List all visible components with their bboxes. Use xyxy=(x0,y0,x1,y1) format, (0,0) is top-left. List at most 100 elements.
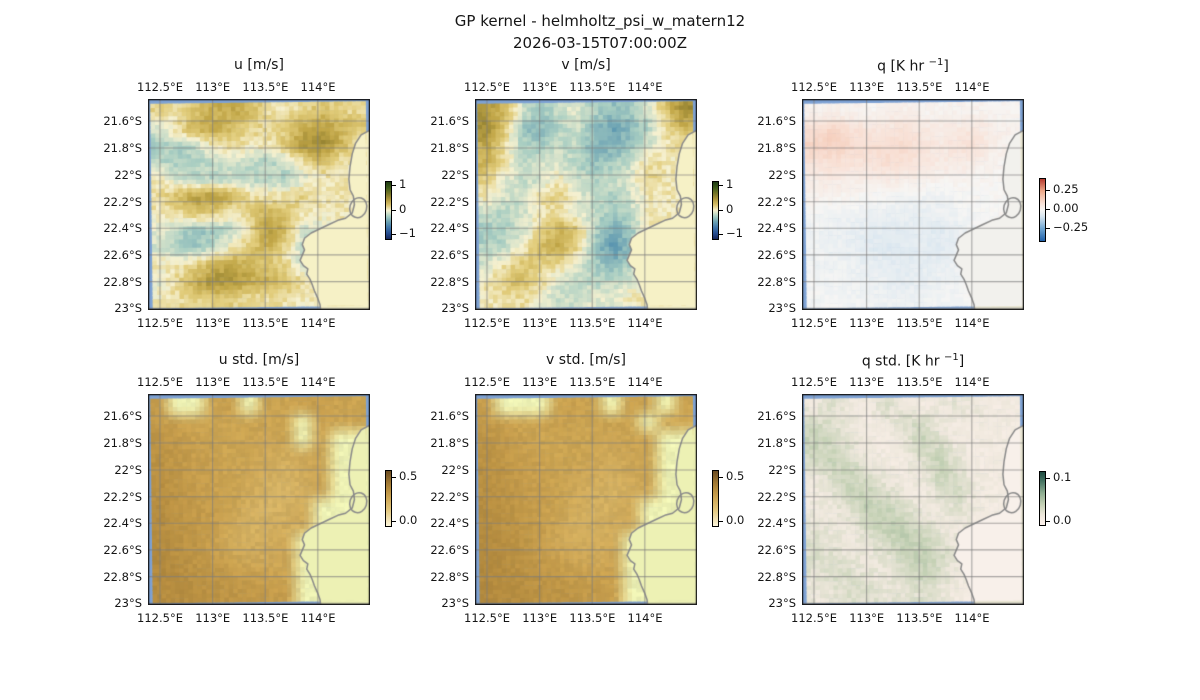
map-canvas-q_std xyxy=(802,394,1024,605)
colorbar-q-tick xyxy=(1046,190,1050,191)
colorbar-q_std-tick-label: 0.1 xyxy=(1053,470,1072,484)
lon-tick-label: 113°E xyxy=(195,80,231,94)
lon-tick-label: 112.5°E xyxy=(464,80,510,94)
lat-tick-label: 22.6°S xyxy=(103,247,142,262)
colorbar-u xyxy=(385,181,392,240)
lat-tick-label: 22.4°S xyxy=(430,221,469,236)
lon-tick-label: 114°E xyxy=(627,375,663,389)
map-canvas-u xyxy=(148,99,370,310)
lat-tick-label: 22.6°S xyxy=(430,542,469,557)
lon-tick-label: 113.5°E xyxy=(569,375,616,389)
colorbar-q_std-tick-label: 0.0 xyxy=(1053,513,1072,527)
lon-tick-label: 114°E xyxy=(627,80,663,94)
lat-tick-label: 22.4°S xyxy=(430,516,469,531)
lon-tick-label: 113°E xyxy=(522,375,558,389)
lon-tick-label: 112.5°E xyxy=(137,375,183,389)
lon-tick-label: 112.5°E xyxy=(464,316,510,330)
lon-tick-label: 113°E xyxy=(195,611,231,625)
lon-tick-label: 114°E xyxy=(300,375,336,389)
colorbar-u_std-tick-label: 0.0 xyxy=(399,513,418,527)
lon-tick-label: 114°E xyxy=(954,375,990,389)
colorbar-u-tick-label: 1 xyxy=(399,177,407,191)
lon-tick-label: 113°E xyxy=(522,611,558,625)
lat-tick-label: 22.2°S xyxy=(103,194,142,209)
lat-tick-label: 22.6°S xyxy=(103,542,142,557)
panel-title-q-superscript: −1 xyxy=(928,57,944,68)
panel-title-q-text: q [K hr xyxy=(877,58,929,75)
lon-tick-label: 112.5°E xyxy=(137,80,183,94)
panel-title-v: v [m/s] xyxy=(475,57,697,75)
lat-tick-label: 22.2°S xyxy=(103,489,142,504)
lat-tick-label: 22.2°S xyxy=(430,194,469,209)
lon-tick-label: 113°E xyxy=(849,80,885,94)
lon-tick-label: 114°E xyxy=(954,611,990,625)
lat-tick-label: 22°S xyxy=(441,463,469,477)
colorbar-u-tick-label: 0 xyxy=(399,202,407,216)
colorbar-v_std-tick xyxy=(719,477,723,478)
lat-tick-label: 22.2°S xyxy=(430,489,469,504)
panel-title-u-text: u [m/s] xyxy=(234,57,284,73)
lat-tick-label: 22.8°S xyxy=(103,569,142,584)
lat-tick-label: 23°S xyxy=(114,301,142,316)
lon-tick-label: 114°E xyxy=(627,611,663,625)
lon-tick-label: 114°E xyxy=(300,316,336,330)
lon-tick-label: 113°E xyxy=(522,80,558,94)
colorbar-q_std xyxy=(1039,471,1046,526)
colorbar-v-tick-label: −1 xyxy=(726,226,743,240)
lat-tick-label: 22.2°S xyxy=(757,194,796,209)
colorbar-q-tick-label: 0.25 xyxy=(1053,182,1079,196)
colorbar-u-tick xyxy=(392,234,396,235)
lat-tick-label: 22.4°S xyxy=(103,516,142,531)
colorbar-q_std-tick xyxy=(1046,521,1050,522)
lon-tick-label: 112.5°E xyxy=(791,375,837,389)
colorbar-v_std-tick-label: 0.0 xyxy=(726,513,745,527)
figure-suptitle: GP kernel - helmholtz_psi_w_matern12 202… xyxy=(0,10,1200,54)
lon-tick-label: 113.5°E xyxy=(569,316,616,330)
lat-tick-label: 21.6°S xyxy=(757,409,796,423)
lon-tick-label: 114°E xyxy=(627,316,663,330)
lat-tick-label: 23°S xyxy=(114,596,142,611)
lat-tick-label: 22.6°S xyxy=(757,542,796,557)
lat-tick-label: 21.6°S xyxy=(757,114,796,128)
map-canvas-v xyxy=(475,99,697,310)
lat-tick-label: 21.8°S xyxy=(430,436,469,450)
lat-tick-label: 21.8°S xyxy=(757,436,796,450)
lat-tick-label: 21.6°S xyxy=(103,409,142,423)
lat-tick-label: 22°S xyxy=(768,463,796,477)
lat-tick-label: 22°S xyxy=(768,168,796,182)
panel-title-q_std-superscript: −1 xyxy=(943,352,959,363)
colorbar-q-tick-label: −0.25 xyxy=(1053,220,1089,234)
lat-tick-label: 21.8°S xyxy=(103,141,142,155)
map-canvas-q xyxy=(802,99,1024,310)
colorbar-v-tick xyxy=(719,234,723,235)
colorbar-q-tick-label: 0.00 xyxy=(1053,201,1079,215)
lon-tick-label: 113.5°E xyxy=(569,80,616,94)
lat-tick-label: 22°S xyxy=(114,168,142,182)
lon-tick-label: 113.5°E xyxy=(242,611,289,625)
lat-tick-label: 21.8°S xyxy=(757,141,796,155)
lon-tick-label: 112.5°E xyxy=(791,611,837,625)
lat-tick-label: 22.6°S xyxy=(757,247,796,262)
colorbar-q xyxy=(1039,178,1046,242)
colorbar-u-tick xyxy=(392,210,396,211)
lon-tick-label: 113.5°E xyxy=(896,611,943,625)
lat-tick-label: 22.8°S xyxy=(430,569,469,584)
colorbar-v-tick xyxy=(719,210,723,211)
lat-tick-label: 22.8°S xyxy=(430,274,469,289)
lon-tick-label: 113.5°E xyxy=(242,375,289,389)
lat-tick-label: 22.2°S xyxy=(757,489,796,504)
lat-tick-label: 22.8°S xyxy=(757,569,796,584)
lon-tick-label: 114°E xyxy=(300,80,336,94)
panel-title-v_std: v std. [m/s] xyxy=(475,352,697,370)
colorbar-v-tick-label: 1 xyxy=(726,177,734,191)
lat-tick-label: 22.4°S xyxy=(757,221,796,236)
lon-tick-label: 113.5°E xyxy=(896,375,943,389)
suptitle-line2: 2026-03-15T07:00:00Z xyxy=(513,34,687,52)
colorbar-v xyxy=(712,181,719,240)
colorbar-v-tick xyxy=(719,185,723,186)
panel-title-u: u [m/s] xyxy=(148,57,370,75)
lat-tick-label: 22.6°S xyxy=(430,247,469,262)
lon-tick-label: 114°E xyxy=(954,316,990,330)
lon-tick-label: 113.5°E xyxy=(569,611,616,625)
lat-tick-label: 22.8°S xyxy=(103,274,142,289)
